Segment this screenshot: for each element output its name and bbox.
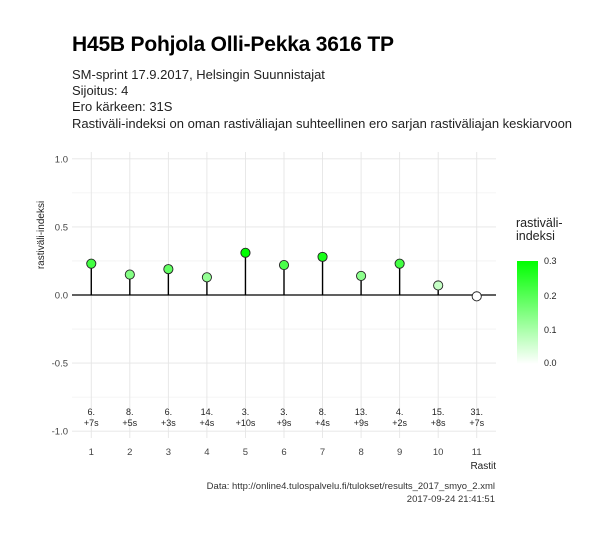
x-tick-label: 1 bbox=[89, 447, 94, 458]
legend-tick: 0.2 bbox=[544, 291, 557, 301]
x-tick-label: 10 bbox=[433, 447, 444, 458]
diff-label: +7s bbox=[469, 418, 484, 428]
diff-label: +5s bbox=[122, 418, 137, 428]
x-tick-label: 4 bbox=[204, 447, 209, 458]
chart-title: H45B Pohjola Olli-Pekka 3616 TP bbox=[72, 33, 394, 56]
diff-label: +10s bbox=[236, 418, 256, 428]
legend-title: rastiväli- indeksi bbox=[516, 216, 563, 243]
diff-label: +4s bbox=[200, 418, 215, 428]
subtitle-event: SM-sprint 17.9.2017, Helsingin Suunnista… bbox=[72, 67, 325, 82]
rank-label: 14. bbox=[201, 407, 214, 417]
data-point bbox=[471, 291, 482, 302]
diff-label: +4s bbox=[315, 418, 330, 428]
data-point bbox=[433, 280, 444, 291]
data-source-caption: Data: http://online4.tulospalvelu.fi/tul… bbox=[206, 481, 495, 492]
data-point bbox=[201, 272, 212, 283]
y-axis-title: rastiväli-indeksi bbox=[36, 201, 47, 269]
legend-tick: 0.1 bbox=[544, 325, 557, 335]
data-point bbox=[86, 258, 97, 269]
data-point bbox=[124, 269, 135, 280]
rank-label: 3. bbox=[242, 407, 250, 417]
rank-label: 3. bbox=[280, 407, 288, 417]
diff-label: +9s bbox=[277, 418, 292, 428]
diff-label: +2s bbox=[392, 418, 407, 428]
rank-label: 31. bbox=[470, 407, 483, 417]
data-point bbox=[317, 251, 328, 262]
x-tick-label: 3 bbox=[166, 447, 171, 458]
rank-label: 4. bbox=[396, 407, 404, 417]
y-tick-label: -1.0 bbox=[52, 427, 68, 438]
subtitle-gap: Ero kärkeen: 31S bbox=[72, 99, 173, 114]
x-tick-label: 7 bbox=[320, 447, 325, 458]
rank-label: 8. bbox=[319, 407, 327, 417]
x-tick-label: 5 bbox=[243, 447, 248, 458]
diff-label: +7s bbox=[84, 418, 99, 428]
rank-label: 15. bbox=[432, 407, 445, 417]
legend-tick: 0.0 bbox=[544, 358, 557, 368]
data-point bbox=[394, 258, 405, 269]
x-tick-label: 8 bbox=[358, 447, 363, 458]
diff-label: +9s bbox=[354, 418, 369, 428]
x-tick-label: 11 bbox=[472, 447, 482, 458]
data-point bbox=[356, 270, 367, 281]
subtitle-placing: Sijoitus: 4 bbox=[72, 83, 129, 98]
x-axis-title: Rastit bbox=[470, 461, 496, 472]
legend-tick: 0.3 bbox=[544, 256, 557, 266]
y-tick-label: -0.5 bbox=[52, 359, 68, 370]
rank-label: 13. bbox=[355, 407, 368, 417]
x-tick-label: 9 bbox=[397, 447, 402, 458]
data-point bbox=[278, 259, 290, 271]
x-tick-label: 2 bbox=[127, 447, 132, 458]
legend-color-bar bbox=[517, 261, 538, 364]
timestamp-caption: 2017-09-24 21:41:51 bbox=[406, 494, 495, 505]
rank-label: 6. bbox=[88, 407, 96, 417]
x-tick-label: 6 bbox=[281, 447, 286, 458]
diff-label: +8s bbox=[431, 418, 446, 428]
subtitle-description: Rastiväli-indeksi on oman rastiväliajan … bbox=[72, 116, 573, 131]
data-point bbox=[163, 264, 174, 275]
data-point bbox=[240, 247, 251, 258]
rank-label: 8. bbox=[126, 407, 134, 417]
y-tick-label: 1.0 bbox=[55, 154, 68, 165]
rank-label: 6. bbox=[165, 407, 173, 417]
y-tick-label: 0.5 bbox=[55, 222, 68, 233]
diff-label: +3s bbox=[161, 418, 176, 428]
y-tick-label: 0.0 bbox=[55, 291, 68, 302]
